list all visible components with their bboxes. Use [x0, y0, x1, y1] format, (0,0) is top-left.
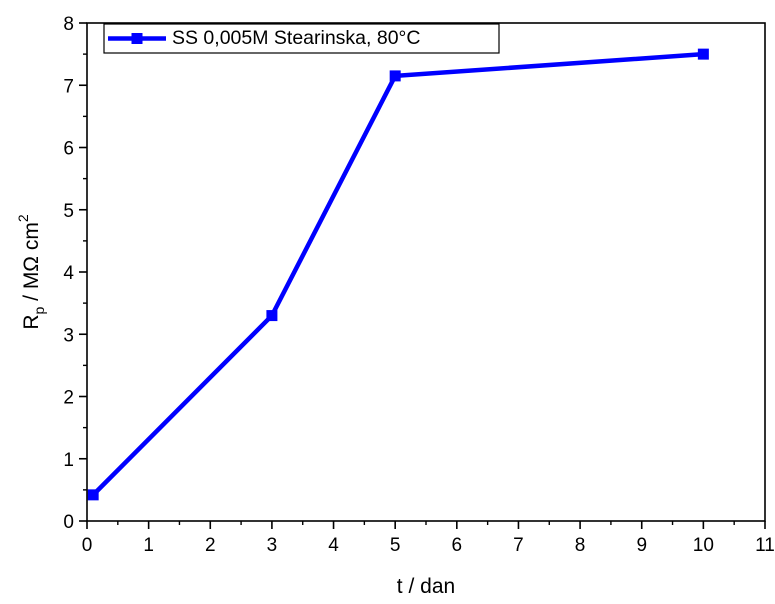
x-tick-label: 3 — [267, 535, 278, 556]
y-tick-label: 0 — [63, 512, 74, 533]
x-axis-label: t / dan — [397, 575, 455, 598]
x-tick-label: 10 — [693, 535, 714, 556]
legend-marker — [131, 33, 143, 44]
x-tick-label: 4 — [328, 535, 339, 556]
y-axis-label-unit: / MΩ cm — [20, 222, 43, 307]
data-point-marker — [389, 70, 401, 82]
x-tick-label: 6 — [452, 535, 463, 556]
y-tick-label: 4 — [63, 263, 74, 284]
y-axis-label: Rp / MΩ cm2 — [15, 214, 47, 330]
y-tick-label: 3 — [63, 325, 74, 346]
x-tick-label: 8 — [575, 535, 586, 556]
y-tick-label: 8 — [63, 14, 74, 35]
series-line — [91, 51, 704, 497]
x-tick-label: 9 — [636, 535, 647, 556]
y-tick-label: 2 — [63, 388, 74, 409]
x-tick-label: 1 — [143, 535, 154, 556]
x-tick-label: 11 — [755, 535, 775, 556]
data-point-marker — [87, 489, 99, 501]
y-axis-label-subscript: p — [31, 306, 47, 314]
data-series — [87, 48, 709, 501]
y-axis-label-superscript: 2 — [15, 214, 31, 222]
data-point-marker — [697, 48, 709, 60]
data-point-marker — [266, 310, 278, 322]
plot-area-frame — [86, 22, 766, 522]
axis-ticks: 0 1 2 3 4 5 6 7 8 9 10 11 0 1 2 3 4 5 6 7 8 — [63, 14, 774, 556]
legend-label: SS 0,005M Stearinska, 80°C — [172, 27, 420, 49]
y-axis-label-main: R — [20, 314, 43, 329]
legend: SS 0,005M Stearinska, 80°C — [103, 23, 500, 54]
y-tick-label: 5 — [63, 201, 74, 222]
x-tick-label: 2 — [205, 535, 216, 556]
legend-box — [103, 23, 500, 54]
x-tick-label: 7 — [513, 535, 524, 556]
x-tick-label: 0 — [82, 535, 93, 556]
y-tick-label: 6 — [63, 139, 74, 160]
y-tick-label: 7 — [63, 76, 74, 97]
x-tick-label: 5 — [390, 535, 401, 556]
y-tick-label: 1 — [63, 450, 74, 471]
